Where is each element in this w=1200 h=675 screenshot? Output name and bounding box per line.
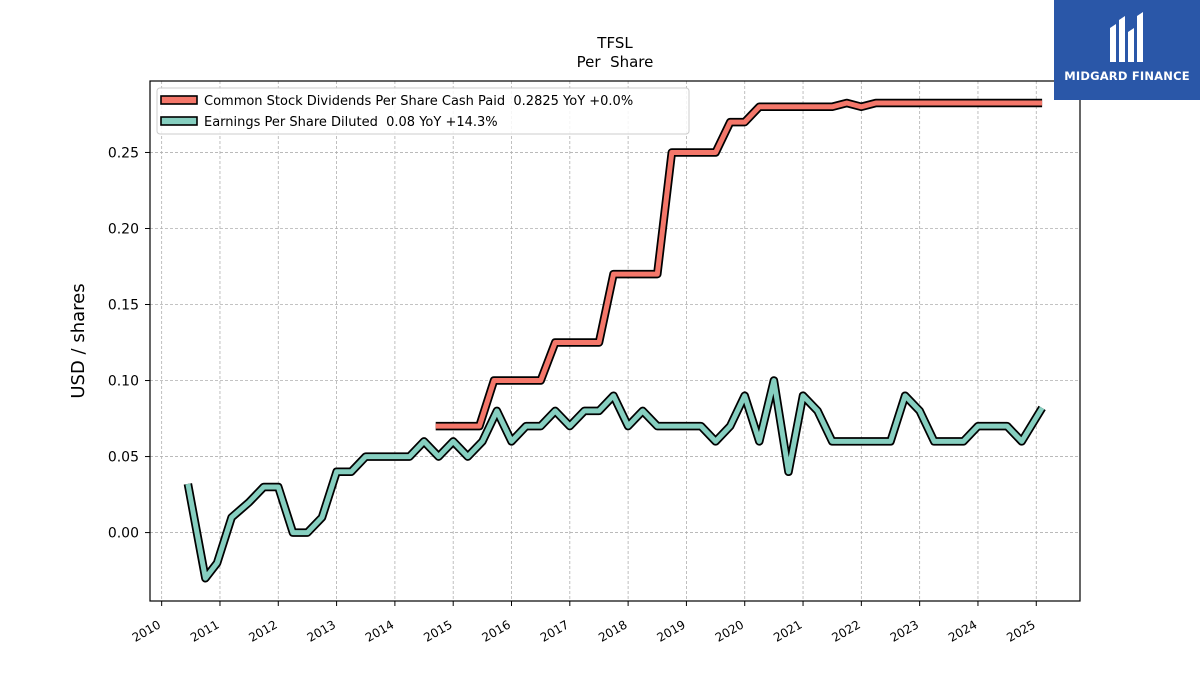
brand-logo: MIDGARD FINANCE — [1054, 0, 1200, 100]
x-tick-label: 2010 — [130, 617, 163, 644]
series-outline — [435, 98, 1043, 431]
legend-label: Common Stock Dividends Per Share Cash Pa… — [204, 94, 633, 109]
x-tick-label: 2025 — [1004, 617, 1037, 644]
plot-frame — [149, 80, 1081, 602]
series-outline — [183, 376, 1046, 583]
y-tick-label: 0.00 — [108, 526, 139, 542]
x-tick-label: 2024 — [946, 617, 979, 644]
midgard-logo-icon — [1110, 12, 1143, 62]
legend-swatch — [160, 116, 198, 126]
x-tick-label: 2014 — [363, 617, 396, 644]
y-tick-label: 0.15 — [108, 298, 139, 314]
x-tick-label: 2015 — [421, 617, 454, 644]
axes: 0.00 0.05 0.10 0.15 0.20 0.25 2010 2011 2012 2013… — [108, 145, 1038, 644]
legend: Common Stock Dividends Per Share Cash Pa… — [156, 87, 690, 135]
x-tick-label: 2022 — [829, 617, 862, 644]
x-tick-label: 2016 — [480, 617, 513, 644]
y-tick-label: 0.20 — [108, 221, 139, 237]
series-line — [185, 378, 1045, 581]
legend-box — [156, 87, 690, 135]
series-line — [435, 100, 1043, 429]
y-axis-label: USD / shares — [68, 283, 89, 398]
x-tick-label: 2019 — [654, 617, 687, 644]
x-tick-label: 2018 — [596, 617, 629, 644]
chart-subtitle: Per Share — [577, 53, 654, 71]
x-tick-label: 2020 — [713, 617, 746, 644]
x-tick-label: 2021 — [771, 617, 804, 644]
legend-swatch — [160, 95, 198, 105]
chart-title: TFSL — [596, 34, 633, 52]
legend-label: Earnings Per Share Diluted 0.08 YoY +14.… — [204, 115, 498, 130]
x-tick-label: 2023 — [888, 617, 921, 644]
x-tick-label: 2011 — [188, 617, 221, 644]
brand-name: MIDGARD FINANCE — [1064, 69, 1190, 83]
x-tick-label: 2012 — [246, 617, 279, 644]
y-tick-label: 0.05 — [108, 450, 139, 466]
y-tick-label: 0.10 — [108, 374, 139, 390]
y-tick-label: 0.25 — [108, 145, 139, 161]
x-tick-label: 2017 — [538, 617, 571, 644]
x-tick-label: 2013 — [305, 617, 338, 644]
plot-lines — [183, 98, 1046, 583]
